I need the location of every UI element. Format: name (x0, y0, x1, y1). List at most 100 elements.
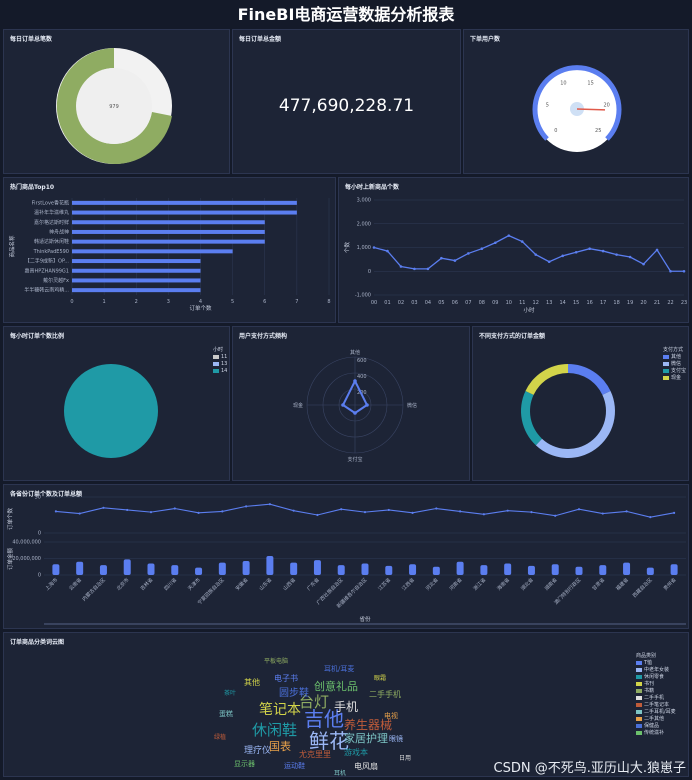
word: 显示器 (234, 760, 255, 768)
legend-swatch (663, 354, 669, 359)
bar (76, 561, 84, 575)
point (494, 241, 497, 245)
legend-item[interactable]: 书刊 (636, 681, 676, 688)
page-title: FineBI电商运营数据分析报表 (237, 5, 455, 24)
x-tick-label: 7 (295, 299, 298, 305)
bar (242, 560, 250, 575)
x-tick-label: 天津市 (186, 576, 202, 592)
word: 眼霜 (374, 675, 387, 682)
word: 笔记本 (259, 702, 301, 718)
x-tick-label: 08 (479, 300, 485, 306)
bar (72, 200, 297, 205)
legend-swatch (663, 368, 669, 373)
legend-item[interactable]: 休闲零食 (636, 674, 676, 681)
y-tick-label: FirstLove香花瓶 (32, 199, 69, 206)
legend-item[interactable]: 其他 (663, 354, 686, 361)
legend-title: 支付方式 (663, 347, 684, 353)
y-tick-label: 3,000 (357, 198, 371, 204)
y-tick-label: 0 (368, 269, 371, 275)
word: 平板电脑 (264, 658, 289, 665)
x-tick-label: 湖南省 (543, 576, 559, 592)
legend-item[interactable]: 支付宝 (663, 368, 686, 375)
y-tick-label: 40,000,000 (12, 540, 41, 546)
point (682, 269, 686, 273)
y-tick-label: 1,000 (357, 245, 371, 251)
radar-point (365, 403, 369, 407)
legend-item[interactable]: 现金 (663, 375, 686, 382)
x-tick-label: 四川省 (163, 576, 179, 592)
bar (72, 259, 201, 264)
panel-title: 用户支付方式频构 (239, 333, 288, 340)
word: 鲜花 (309, 729, 349, 753)
point (173, 507, 176, 510)
legend-item[interactable]: 书籍 (636, 688, 676, 695)
panel-title: 每小时上新商品个数 (345, 184, 400, 191)
gauge-tick-label: 20 (603, 102, 609, 108)
x-tick-label: 江苏省 (377, 576, 393, 592)
panel-province: 各省份订单个数及订单总额 50 0 40,000,000 20,000,000 0 上海市… (3, 484, 689, 629)
point (655, 248, 659, 252)
y-tick-label: ThinkPadE590 (33, 249, 69, 255)
bar (123, 559, 131, 575)
point (574, 250, 578, 254)
word: 圆步鞋 (279, 688, 309, 699)
x-tick-label: 内蒙古自治区 (81, 576, 107, 602)
bar (266, 556, 274, 575)
panel-title: 不同支付方式的订单金额 (479, 333, 546, 340)
legend-item[interactable]: 微信 (663, 361, 686, 368)
legend-item[interactable]: 二手其他 (636, 716, 676, 723)
legend-item[interactable]: 中老年女装 (636, 667, 676, 674)
panel-daily-orders: 每日订单总笔数 979 (3, 29, 230, 174)
series-line (373, 234, 684, 272)
bar (99, 565, 107, 575)
legend-item[interactable]: 二手手机 (636, 695, 676, 702)
point (245, 505, 248, 508)
legend-item[interactable]: 11 (213, 354, 227, 361)
word: 理疗仪 (244, 746, 272, 756)
panel-title: 每日订单总金额 (239, 36, 282, 43)
legend-swatch (636, 660, 642, 665)
point (506, 509, 509, 512)
bar (599, 565, 607, 575)
x-tick-label: 上海市 (44, 576, 60, 592)
legend-item[interactable]: 保健品 (636, 723, 676, 730)
scrollbar (44, 623, 686, 625)
legend-item[interactable]: 传统滋补 (636, 730, 676, 737)
word: 电风扇 (354, 762, 378, 771)
legend-label: 11 (221, 354, 228, 360)
bar (72, 268, 201, 273)
x-tick-label: 西藏自治区 (631, 576, 654, 599)
x-tick-label: 11 (519, 300, 525, 306)
donut-slice (568, 364, 611, 395)
y-tick-label: 50 (35, 495, 41, 501)
legend-label: 14 (221, 368, 228, 374)
donut-chart (521, 364, 615, 458)
panel-title: 每日订单总笔数 (10, 36, 53, 43)
x-tick-label: 河南省 (448, 576, 464, 592)
point (197, 511, 200, 514)
legend-item[interactable]: 13 (213, 361, 227, 368)
panel-hourly-new: 每小时上新商品个数 3,000 2,000 1,000 0 -1,000 00 01 02 03… (338, 177, 689, 323)
legend-swatch (213, 354, 219, 359)
y-tick-label: 温补年华滋维丸 (34, 209, 69, 216)
radar-axis-label: 现金 (293, 402, 303, 409)
legend-label: 13 (221, 361, 228, 367)
point (673, 511, 676, 514)
point (221, 510, 224, 513)
panel-daily-amount: 每日订单总金额 477,690,228.71 (232, 29, 461, 174)
legend-item[interactable]: T恤 (636, 660, 676, 667)
pie-slice-14 (64, 364, 158, 458)
bar (72, 220, 265, 225)
point (292, 509, 295, 512)
point (453, 259, 457, 262)
bar (646, 567, 654, 575)
legend-item[interactable]: 二手耳机/耳麦 (636, 709, 676, 716)
word: 养生器械 (344, 718, 393, 732)
legend-item[interactable]: 14 (213, 368, 227, 375)
legend-item[interactable]: 二手笔记本 (636, 702, 676, 709)
point (386, 249, 389, 253)
point (642, 262, 645, 266)
pie-slice-green (56, 48, 173, 164)
radar-axis-label: 微信 (407, 402, 417, 409)
bar (171, 565, 179, 575)
